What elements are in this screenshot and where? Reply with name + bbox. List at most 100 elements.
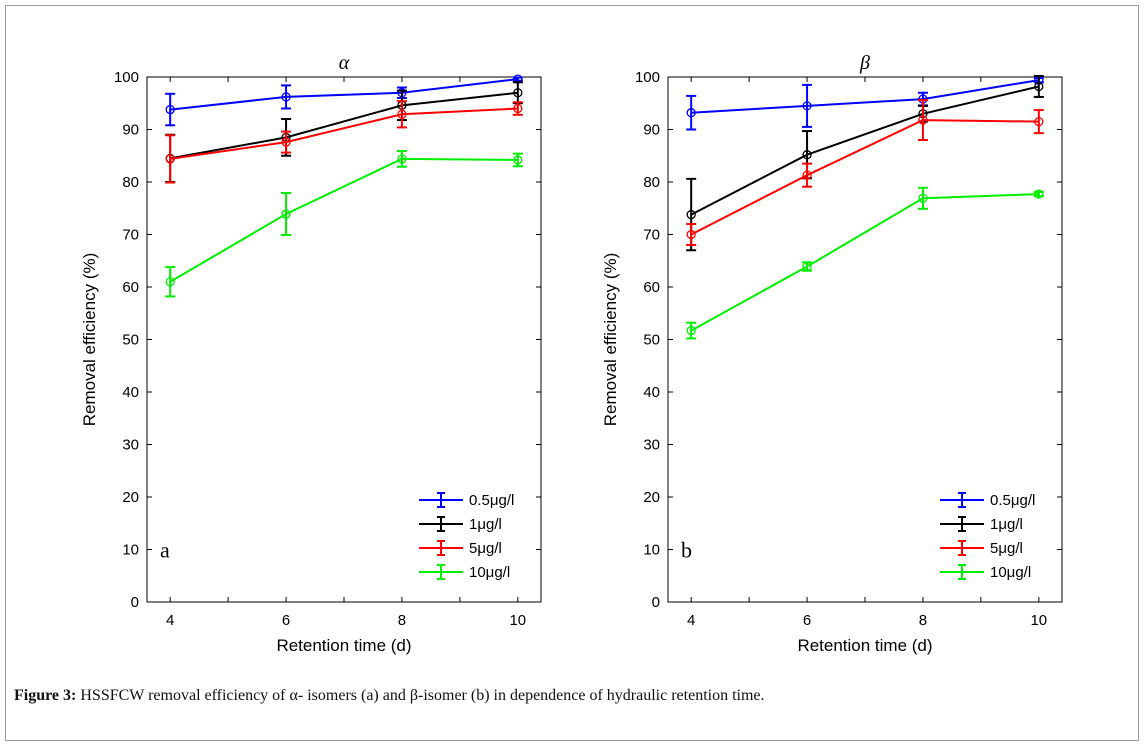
legend-item: 10μg/l xyxy=(940,564,1031,581)
y-tick-label: 50 xyxy=(643,332,660,349)
y-tick-label: 0 xyxy=(131,594,139,611)
y-tick-label: 60 xyxy=(643,279,660,296)
data-point xyxy=(281,209,291,219)
data-point xyxy=(1034,116,1044,127)
figure-caption: Figure 3: HSSFCW removal efficiency of α… xyxy=(14,687,765,705)
y-tick-label: 100 xyxy=(114,69,139,86)
y-tick-label: 40 xyxy=(643,384,660,401)
data-point xyxy=(802,101,812,111)
y-tick-label: 100 xyxy=(635,69,660,86)
data-point xyxy=(397,109,407,119)
y-tick-label: 70 xyxy=(643,227,660,244)
series-line xyxy=(170,78,518,111)
y-tick-label: 40 xyxy=(122,384,139,401)
y-tick-label: 60 xyxy=(122,279,139,296)
data-point xyxy=(802,261,812,272)
y-tick-label: 30 xyxy=(643,437,660,454)
y-axis-label: Removal efficiency (%) xyxy=(601,253,620,427)
y-tick-label: 30 xyxy=(122,437,139,454)
data-point xyxy=(165,104,175,115)
series-line xyxy=(170,107,518,160)
x-tick-label: 10 xyxy=(1030,612,1047,629)
series-line xyxy=(691,79,1039,114)
legend-label: 1μg/l xyxy=(990,516,1023,533)
x-tick-label: 10 xyxy=(509,612,526,629)
data-point xyxy=(281,92,291,102)
y-tick-label: 10 xyxy=(643,542,660,559)
series-line xyxy=(690,193,1039,332)
figure-frame xyxy=(5,5,1139,741)
legend-item: 1μg/l xyxy=(940,516,1023,533)
x-tick-label: 4 xyxy=(166,612,174,629)
data-point xyxy=(918,115,928,125)
legend-label: 10μg/l xyxy=(469,564,510,581)
series-2 xyxy=(165,81,523,183)
caption-text: HSSFCW removal efficiency of α- isomers … xyxy=(76,687,765,704)
y-tick-label: 80 xyxy=(122,174,139,191)
series-1 xyxy=(165,74,523,127)
y-tick-label: 90 xyxy=(122,122,139,139)
data-point xyxy=(281,137,291,147)
legend: 0.5μg/l 1μg/l 5μg/l 10μg/l xyxy=(940,492,1035,581)
chart-panel-2: 0 10 20 30 40 50 60 70 80 90 100 4 6 8 10 β Retention ti… xyxy=(601,52,1063,655)
series-line xyxy=(169,157,518,283)
data-point xyxy=(397,154,407,164)
panel-label: a xyxy=(160,537,170,562)
chart-title: β xyxy=(859,52,870,74)
legend-label: 1μg/l xyxy=(469,516,502,533)
chart-title: α xyxy=(339,52,350,74)
series-4 xyxy=(165,150,523,298)
legend: 0.5μg/l 1μg/l 5μg/l 10μg/l xyxy=(419,492,514,581)
series-line xyxy=(690,119,1039,236)
x-tick-label: 6 xyxy=(803,612,811,629)
data-point xyxy=(165,154,175,164)
y-tick-label: 80 xyxy=(643,174,660,191)
legend-item: 5μg/l xyxy=(940,540,1023,557)
x-tick-label: 4 xyxy=(687,612,695,629)
x-axis-label: Retention time (d) xyxy=(276,636,411,655)
series-4 xyxy=(686,186,1044,340)
legend-item: 0.5μg/l xyxy=(419,492,514,509)
x-axis-label: Retention time (d) xyxy=(797,636,932,655)
x-tick-label: 8 xyxy=(398,612,406,629)
series-line xyxy=(170,91,518,160)
legend-item: 1μg/l xyxy=(419,516,502,533)
y-tick-label: 10 xyxy=(122,542,139,559)
y-tick-label: 90 xyxy=(643,122,660,139)
data-point xyxy=(686,209,696,220)
y-tick-label: 70 xyxy=(122,227,139,244)
data-point xyxy=(686,229,696,240)
data-point xyxy=(686,325,696,336)
legend-label: 5μg/l xyxy=(469,540,502,557)
y-tick-label: 0 xyxy=(652,594,660,611)
data-point xyxy=(1034,81,1044,92)
caption-label: Figure 3: xyxy=(14,687,77,704)
data-point xyxy=(513,88,523,98)
y-tick-label: 20 xyxy=(643,489,660,506)
series-3 xyxy=(686,99,1044,246)
series-3 xyxy=(165,100,523,184)
data-point xyxy=(918,193,928,203)
legend-item: 5μg/l xyxy=(419,540,502,557)
data-point xyxy=(802,150,812,160)
x-tick-label: 6 xyxy=(282,612,290,629)
data-point xyxy=(686,108,696,118)
data-point xyxy=(513,155,523,165)
legend-item: 10μg/l xyxy=(419,564,510,581)
legend-item: 0.5μg/l xyxy=(940,492,1035,509)
data-point xyxy=(802,170,812,180)
y-axis-label: Removal efficiency (%) xyxy=(80,253,99,427)
x-tick-label: 8 xyxy=(919,612,927,629)
chart-panel-1: 0 10 20 30 40 50 60 70 80 90 100 4 6 8 10 α Retention ti… xyxy=(80,52,542,655)
data-point xyxy=(513,103,523,114)
legend-label: 0.5μg/l xyxy=(469,492,514,509)
series-line xyxy=(690,85,1040,216)
legend-label: 5μg/l xyxy=(990,540,1023,557)
panel-label: b xyxy=(681,537,692,562)
legend-label: 0.5μg/l xyxy=(990,492,1035,509)
data-point xyxy=(1034,189,1044,199)
y-tick-label: 20 xyxy=(122,489,139,506)
legend-label: 10μg/l xyxy=(990,564,1031,581)
y-tick-label: 50 xyxy=(122,332,139,349)
